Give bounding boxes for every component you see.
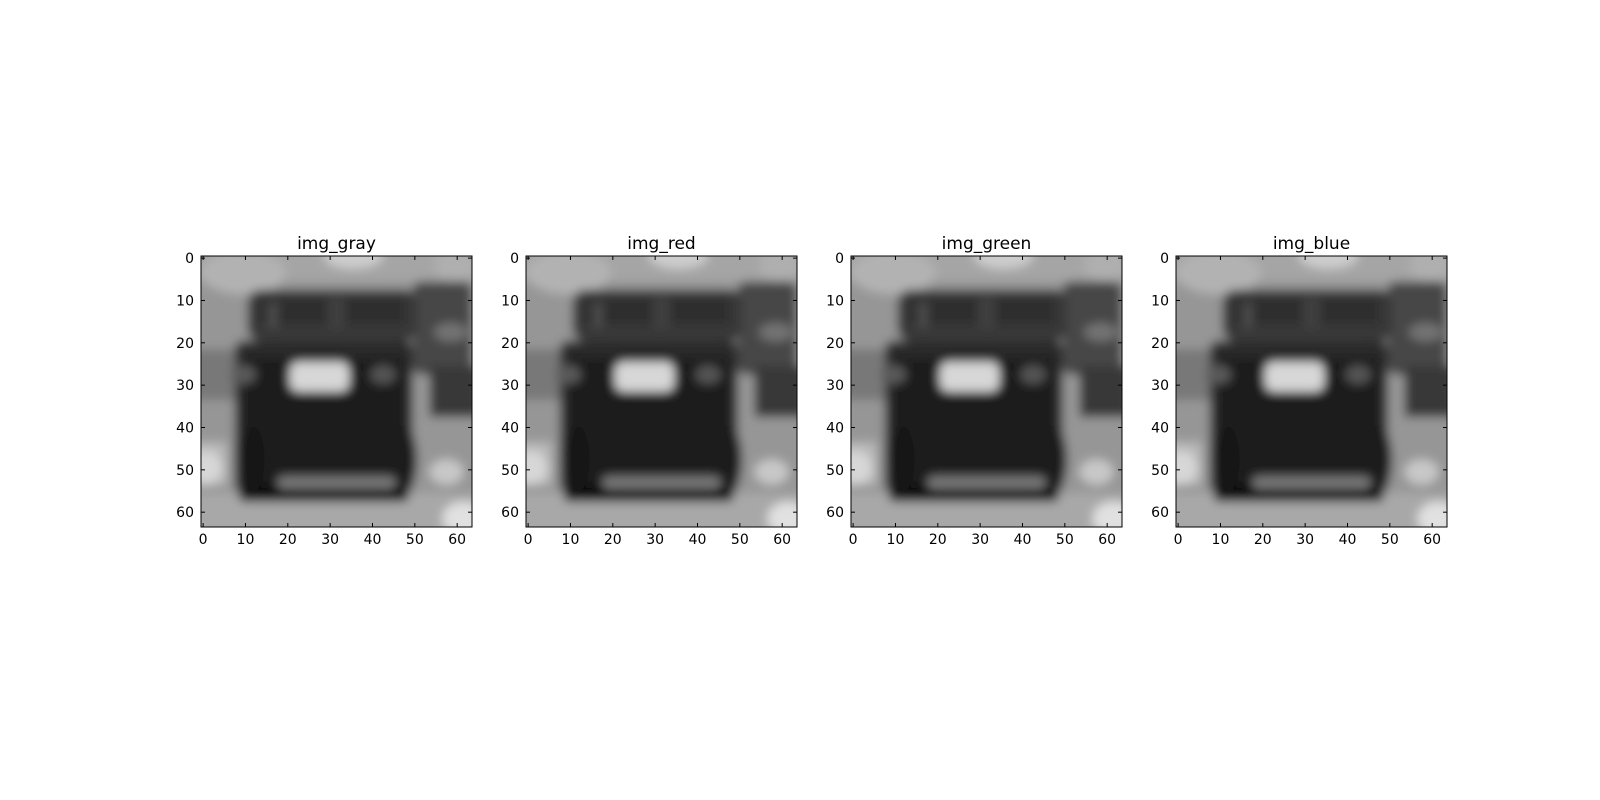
axes-frame: [850, 255, 1123, 528]
x-tick-label: 0: [1174, 532, 1183, 548]
x-tick-label: 60: [1098, 532, 1116, 548]
x-tick-label: 10: [887, 532, 905, 548]
heatmap-image: [1176, 256, 1447, 527]
y-tick-label: 0: [185, 251, 194, 267]
x-tick-label: 20: [1254, 532, 1272, 548]
x-tick-label: 60: [1423, 532, 1441, 548]
x-tick-label: 60: [448, 532, 466, 548]
y-tick-label: 20: [501, 336, 519, 352]
y-tick-label: 30: [501, 378, 519, 394]
y-tick-label: 0: [1160, 251, 1169, 267]
axes-frame: [200, 255, 473, 528]
x-tick-label: 60: [773, 532, 791, 548]
y-tick-label: 50: [826, 463, 844, 479]
y-tick-label: 50: [176, 463, 194, 479]
x-tick-label: 0: [849, 532, 858, 548]
x-tick-label: 20: [929, 532, 947, 548]
y-tick-label: 30: [1151, 378, 1169, 394]
subplot-img_red: img_red 0 10 20 30 40 50 60 0 10 20 30 40 50 60: [501, 234, 798, 548]
x-tick-label: 10: [562, 532, 580, 548]
y-tick-label: 30: [176, 378, 194, 394]
y-tick-label: 10: [826, 293, 844, 309]
x-tick-label: 0: [199, 532, 208, 548]
y-tick-label: 0: [510, 251, 519, 267]
subplot-title: img_blue: [1273, 234, 1350, 254]
x-tick-label: 50: [731, 532, 749, 548]
subplot-img_blue: img_blue 0 10 20 30 40 50 60 0 10 20 30 40 50 60: [1151, 234, 1448, 548]
y-tick-label: 40: [826, 420, 844, 436]
y-tick-label: 60: [1151, 505, 1169, 521]
heatmap-image: [851, 256, 1122, 527]
axes-frame: [1175, 255, 1448, 528]
heatmap-image: [201, 256, 472, 527]
x-tick-label: 20: [279, 532, 297, 548]
y-tick-label: 20: [1151, 336, 1169, 352]
x-tick-label: 30: [1296, 532, 1314, 548]
subplot-img_green: img_green 0 10 20 30 40 50 60 0 10 20 30 40 50 60: [826, 234, 1123, 548]
y-tick-label: 60: [826, 505, 844, 521]
x-tick-label: 50: [406, 532, 424, 548]
y-tick-label: 40: [501, 420, 519, 436]
y-tick-label: 50: [1151, 463, 1169, 479]
x-tick-label: 40: [689, 532, 707, 548]
y-tick-label: 0: [835, 251, 844, 267]
x-tick-label: 30: [321, 532, 339, 548]
x-tick-label: 30: [971, 532, 989, 548]
x-tick-label: 10: [1212, 532, 1230, 548]
subplot-title: img_red: [627, 234, 695, 254]
subplot-title: img_green: [942, 234, 1032, 254]
y-tick-label: 60: [501, 505, 519, 521]
x-tick-label: 50: [1056, 532, 1074, 548]
x-tick-label: 50: [1381, 532, 1399, 548]
y-tick-label: 20: [176, 336, 194, 352]
x-tick-label: 40: [364, 532, 382, 548]
y-tick-label: 20: [826, 336, 844, 352]
x-tick-label: 10: [237, 532, 255, 548]
subplot-title: img_gray: [297, 234, 376, 254]
y-tick-label: 10: [1151, 293, 1169, 309]
y-tick-label: 10: [176, 293, 194, 309]
x-tick-label: 30: [646, 532, 664, 548]
y-tick-label: 40: [1151, 420, 1169, 436]
y-tick-label: 50: [501, 463, 519, 479]
x-tick-label: 40: [1014, 532, 1032, 548]
y-tick-label: 40: [176, 420, 194, 436]
x-tick-label: 20: [604, 532, 622, 548]
axes-frame: [525, 255, 798, 528]
y-tick-label: 30: [826, 378, 844, 394]
y-tick-label: 10: [501, 293, 519, 309]
subplot-img_gray: img_gray 0 10 20 30 40 50 60 0 10 20 30 40 50 60: [176, 234, 473, 548]
heatmap-image: [526, 256, 797, 527]
x-tick-label: 0: [524, 532, 533, 548]
y-tick-label: 60: [176, 505, 194, 521]
x-tick-label: 40: [1339, 532, 1357, 548]
